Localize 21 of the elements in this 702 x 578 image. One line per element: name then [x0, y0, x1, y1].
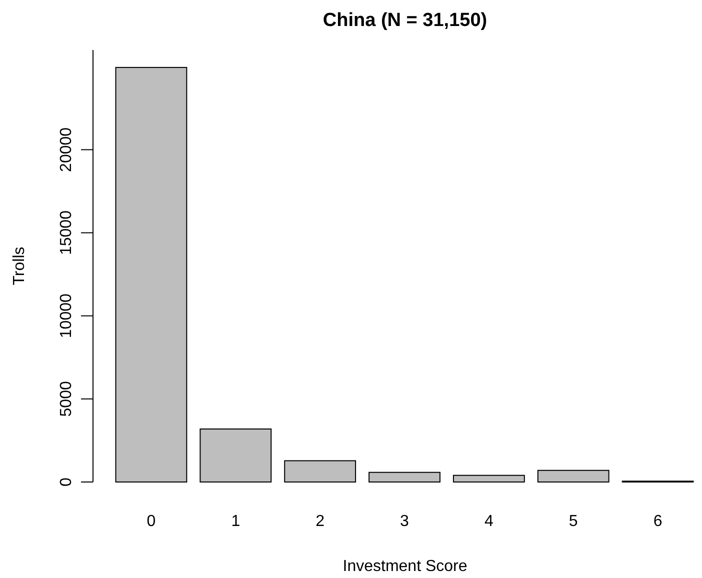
- y-axis-title: Trolls: [11, 246, 28, 286]
- bar: [368, 472, 440, 482]
- bar: [452, 474, 525, 482]
- x-tick-label: 4: [484, 513, 494, 530]
- x-tick-label: 2: [316, 513, 325, 530]
- bar: [537, 470, 610, 482]
- y-tick-label: 10000: [58, 294, 75, 338]
- bar: [200, 428, 272, 482]
- y-tick-label: 5000: [58, 381, 75, 417]
- y-tick-label: 15000: [58, 210, 75, 256]
- x-axis-title: Investment Score: [342, 558, 468, 575]
- x-tick-label: 1: [231, 513, 240, 530]
- x-tick-label: 5: [568, 513, 578, 530]
- x-tick-label: 6: [653, 513, 662, 530]
- x-tick-label: 0: [146, 513, 156, 530]
- bar: [115, 66, 188, 482]
- x-tick-label: 3: [400, 513, 410, 530]
- y-tick-label: 0: [58, 477, 75, 486]
- y-tick-label: 20000: [58, 127, 75, 172]
- chart-title: China (N = 31,150): [322, 10, 488, 31]
- bar: [284, 460, 356, 482]
